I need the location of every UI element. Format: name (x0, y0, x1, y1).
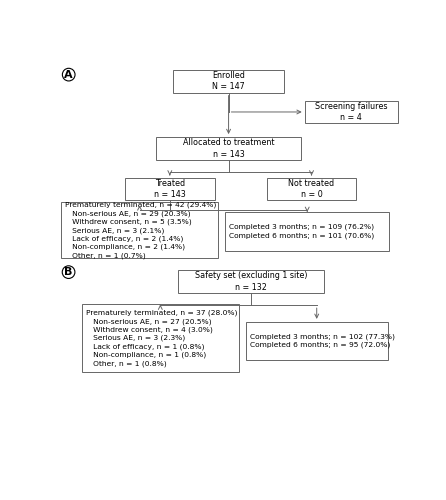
FancyBboxPatch shape (82, 304, 239, 372)
FancyBboxPatch shape (125, 178, 215, 200)
FancyBboxPatch shape (225, 212, 389, 250)
FancyBboxPatch shape (246, 322, 388, 360)
FancyBboxPatch shape (61, 202, 218, 258)
Text: Screening failures
n = 4: Screening failures n = 4 (315, 102, 388, 122)
Text: Safety set (excluding 1 site)
n = 132: Safety set (excluding 1 site) n = 132 (195, 271, 307, 291)
Text: Treated
n = 143: Treated n = 143 (154, 178, 186, 199)
Text: A: A (64, 70, 73, 80)
Text: Prematurely terminated, n = 37 (28.0%)
   Non-serious AE, n = 27 (20.5%)
   With: Prematurely terminated, n = 37 (28.0%) N… (86, 310, 237, 366)
FancyBboxPatch shape (178, 270, 324, 293)
Text: Completed 3 months; n = 102 (77.3%)
Completed 6 months; n = 95 (72.0%): Completed 3 months; n = 102 (77.3%) Comp… (250, 334, 395, 348)
FancyBboxPatch shape (156, 137, 301, 160)
Text: B: B (64, 267, 73, 277)
Text: Enrolled
N = 147: Enrolled N = 147 (212, 71, 245, 92)
Text: Completed 3 months; n = 109 (76.2%)
Completed 6 months; n = 101 (70.6%): Completed 3 months; n = 109 (76.2%) Comp… (229, 224, 375, 239)
Text: Not treated
n = 0: Not treated n = 0 (289, 178, 334, 199)
Text: Prematurely terminated, n = 42 (29.4%)
   Non-serious AE, n = 29 (20.3%)
   With: Prematurely terminated, n = 42 (29.4%) N… (65, 202, 216, 259)
FancyBboxPatch shape (267, 178, 356, 200)
Text: Allocated to treatment
n = 143: Allocated to treatment n = 143 (183, 138, 274, 159)
FancyBboxPatch shape (173, 70, 284, 92)
FancyBboxPatch shape (305, 102, 398, 122)
